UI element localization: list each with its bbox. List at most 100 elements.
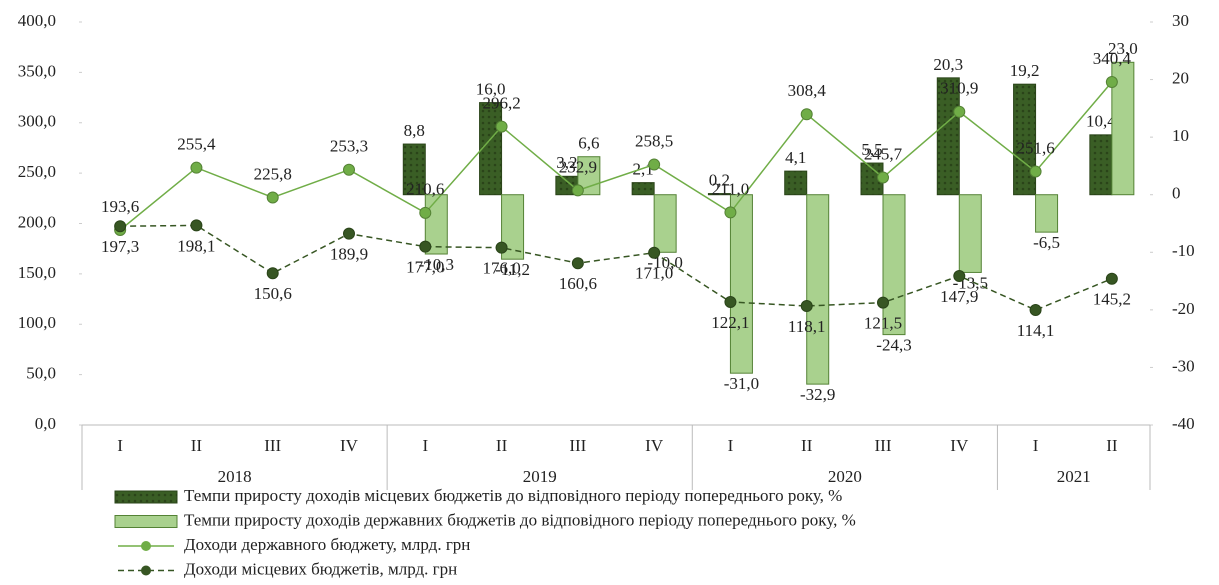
data-label: 114,1 [1017, 321, 1055, 340]
data-label: 8,8 [404, 121, 425, 140]
line-marker [114, 220, 127, 233]
x-tick-label: I [117, 436, 123, 455]
line-marker [266, 267, 279, 280]
y2-tick-label: 30 [1172, 11, 1189, 30]
x-tick-label: II [191, 436, 203, 455]
legend-label: Темпи приросту доходів місцевих бюджетів… [184, 486, 842, 505]
line-marker [190, 219, 203, 232]
y2-tick-label: 20 [1172, 68, 1189, 87]
data-label: 16,0 [476, 80, 506, 99]
bar [882, 194, 906, 336]
bar [631, 182, 655, 196]
bar [653, 194, 677, 253]
data-label: 121,5 [864, 313, 902, 332]
line-marker [953, 105, 966, 118]
y2-tick-label: 0 [1172, 184, 1181, 203]
line-marker [648, 158, 661, 171]
data-label: 232,9 [559, 157, 597, 176]
y-tick-label: 200,0 [18, 212, 56, 231]
data-label: -32,9 [800, 385, 835, 404]
group-label: 2019 [523, 467, 557, 486]
data-label: 0,2 [709, 170, 730, 189]
data-label: 23,0 [1108, 39, 1138, 58]
x-tick-label: IV [645, 436, 664, 455]
bar [1089, 134, 1113, 196]
line-marker [266, 191, 279, 204]
line-marker [495, 120, 508, 133]
x-tick-label: I [1033, 436, 1039, 455]
data-label: 245,7 [864, 144, 903, 163]
data-label: 193,6 [101, 197, 139, 216]
bar [784, 170, 808, 196]
group-label: 2020 [828, 467, 862, 486]
data-label: 258,5 [635, 131, 673, 150]
x-tick-label: IV [340, 436, 359, 455]
x-tick-label: IV [950, 436, 969, 455]
line-marker [495, 241, 508, 254]
line-marker [571, 257, 584, 270]
x-tick-label: III [875, 436, 892, 455]
data-label: -10,3 [419, 255, 454, 274]
x-tick-label: III [264, 436, 281, 455]
y-tick-label: 0,0 [35, 414, 56, 433]
y-tick-label: 250,0 [18, 162, 56, 181]
line-marker [724, 206, 737, 219]
y2-tick-label: -30 [1172, 356, 1195, 375]
data-label: 118,1 [788, 317, 826, 336]
data-label: 177,0 [406, 258, 444, 277]
y-tick-label: 50,0 [26, 364, 56, 383]
line-marker [571, 184, 584, 197]
bar [424, 194, 448, 255]
legend-label: Доходи державного бюджету, млрд. грн [184, 535, 470, 554]
data-label: 10,4 [1086, 112, 1116, 131]
data-label: -6,5 [1033, 233, 1060, 252]
legend-marker [141, 541, 151, 551]
group-label: 2021 [1057, 467, 1091, 486]
x-tick-label: II [496, 436, 508, 455]
data-label: 147,9 [940, 287, 978, 306]
line-marker [419, 240, 432, 253]
line-marker [648, 246, 661, 259]
data-label: 225,8 [254, 164, 292, 183]
line-marker [1105, 76, 1118, 89]
data-label: 210,6 [406, 180, 444, 199]
line [119, 81, 1113, 231]
data-label: 20,3 [933, 55, 963, 74]
bar [729, 194, 753, 374]
bar [402, 143, 426, 196]
x-tick-label: I [422, 436, 428, 455]
y-tick-label: 400,0 [18, 11, 56, 30]
x-tick-label: II [1106, 436, 1118, 455]
data-label: -31,0 [724, 374, 759, 393]
data-label: 308,4 [788, 81, 827, 100]
data-label: 253,3 [330, 137, 368, 156]
data-label: -11,2 [495, 260, 530, 279]
line-marker [1029, 304, 1042, 317]
y-tick-label: 100,0 [18, 313, 56, 332]
x-tick-label: I [728, 436, 734, 455]
y2-tick-label: -40 [1172, 414, 1195, 433]
data-label: 296,2 [482, 93, 520, 112]
data-label: 3,2 [556, 153, 577, 172]
data-label: 197,3 [101, 237, 139, 256]
line-marker [877, 171, 889, 184]
data-label: -24,3 [876, 336, 911, 355]
data-label: 122,1 [711, 313, 749, 332]
line-marker [800, 108, 813, 121]
data-label: 176,0 [482, 259, 520, 278]
data-label: 150,6 [254, 284, 292, 303]
data-label: 5,5 [861, 140, 882, 159]
x-tick-label: III [569, 436, 586, 455]
bar [936, 77, 960, 196]
legend-swatch [114, 490, 178, 504]
data-label: 19,2 [1010, 61, 1040, 80]
line-marker [343, 227, 355, 240]
line-marker [419, 206, 432, 219]
data-label: 160,6 [559, 274, 597, 293]
y2-tick-label: -20 [1172, 299, 1195, 318]
line-marker [1105, 272, 1118, 285]
line-marker [724, 295, 737, 308]
group-label: 2018 [218, 467, 252, 486]
y-tick-label: 350,0 [18, 61, 56, 80]
